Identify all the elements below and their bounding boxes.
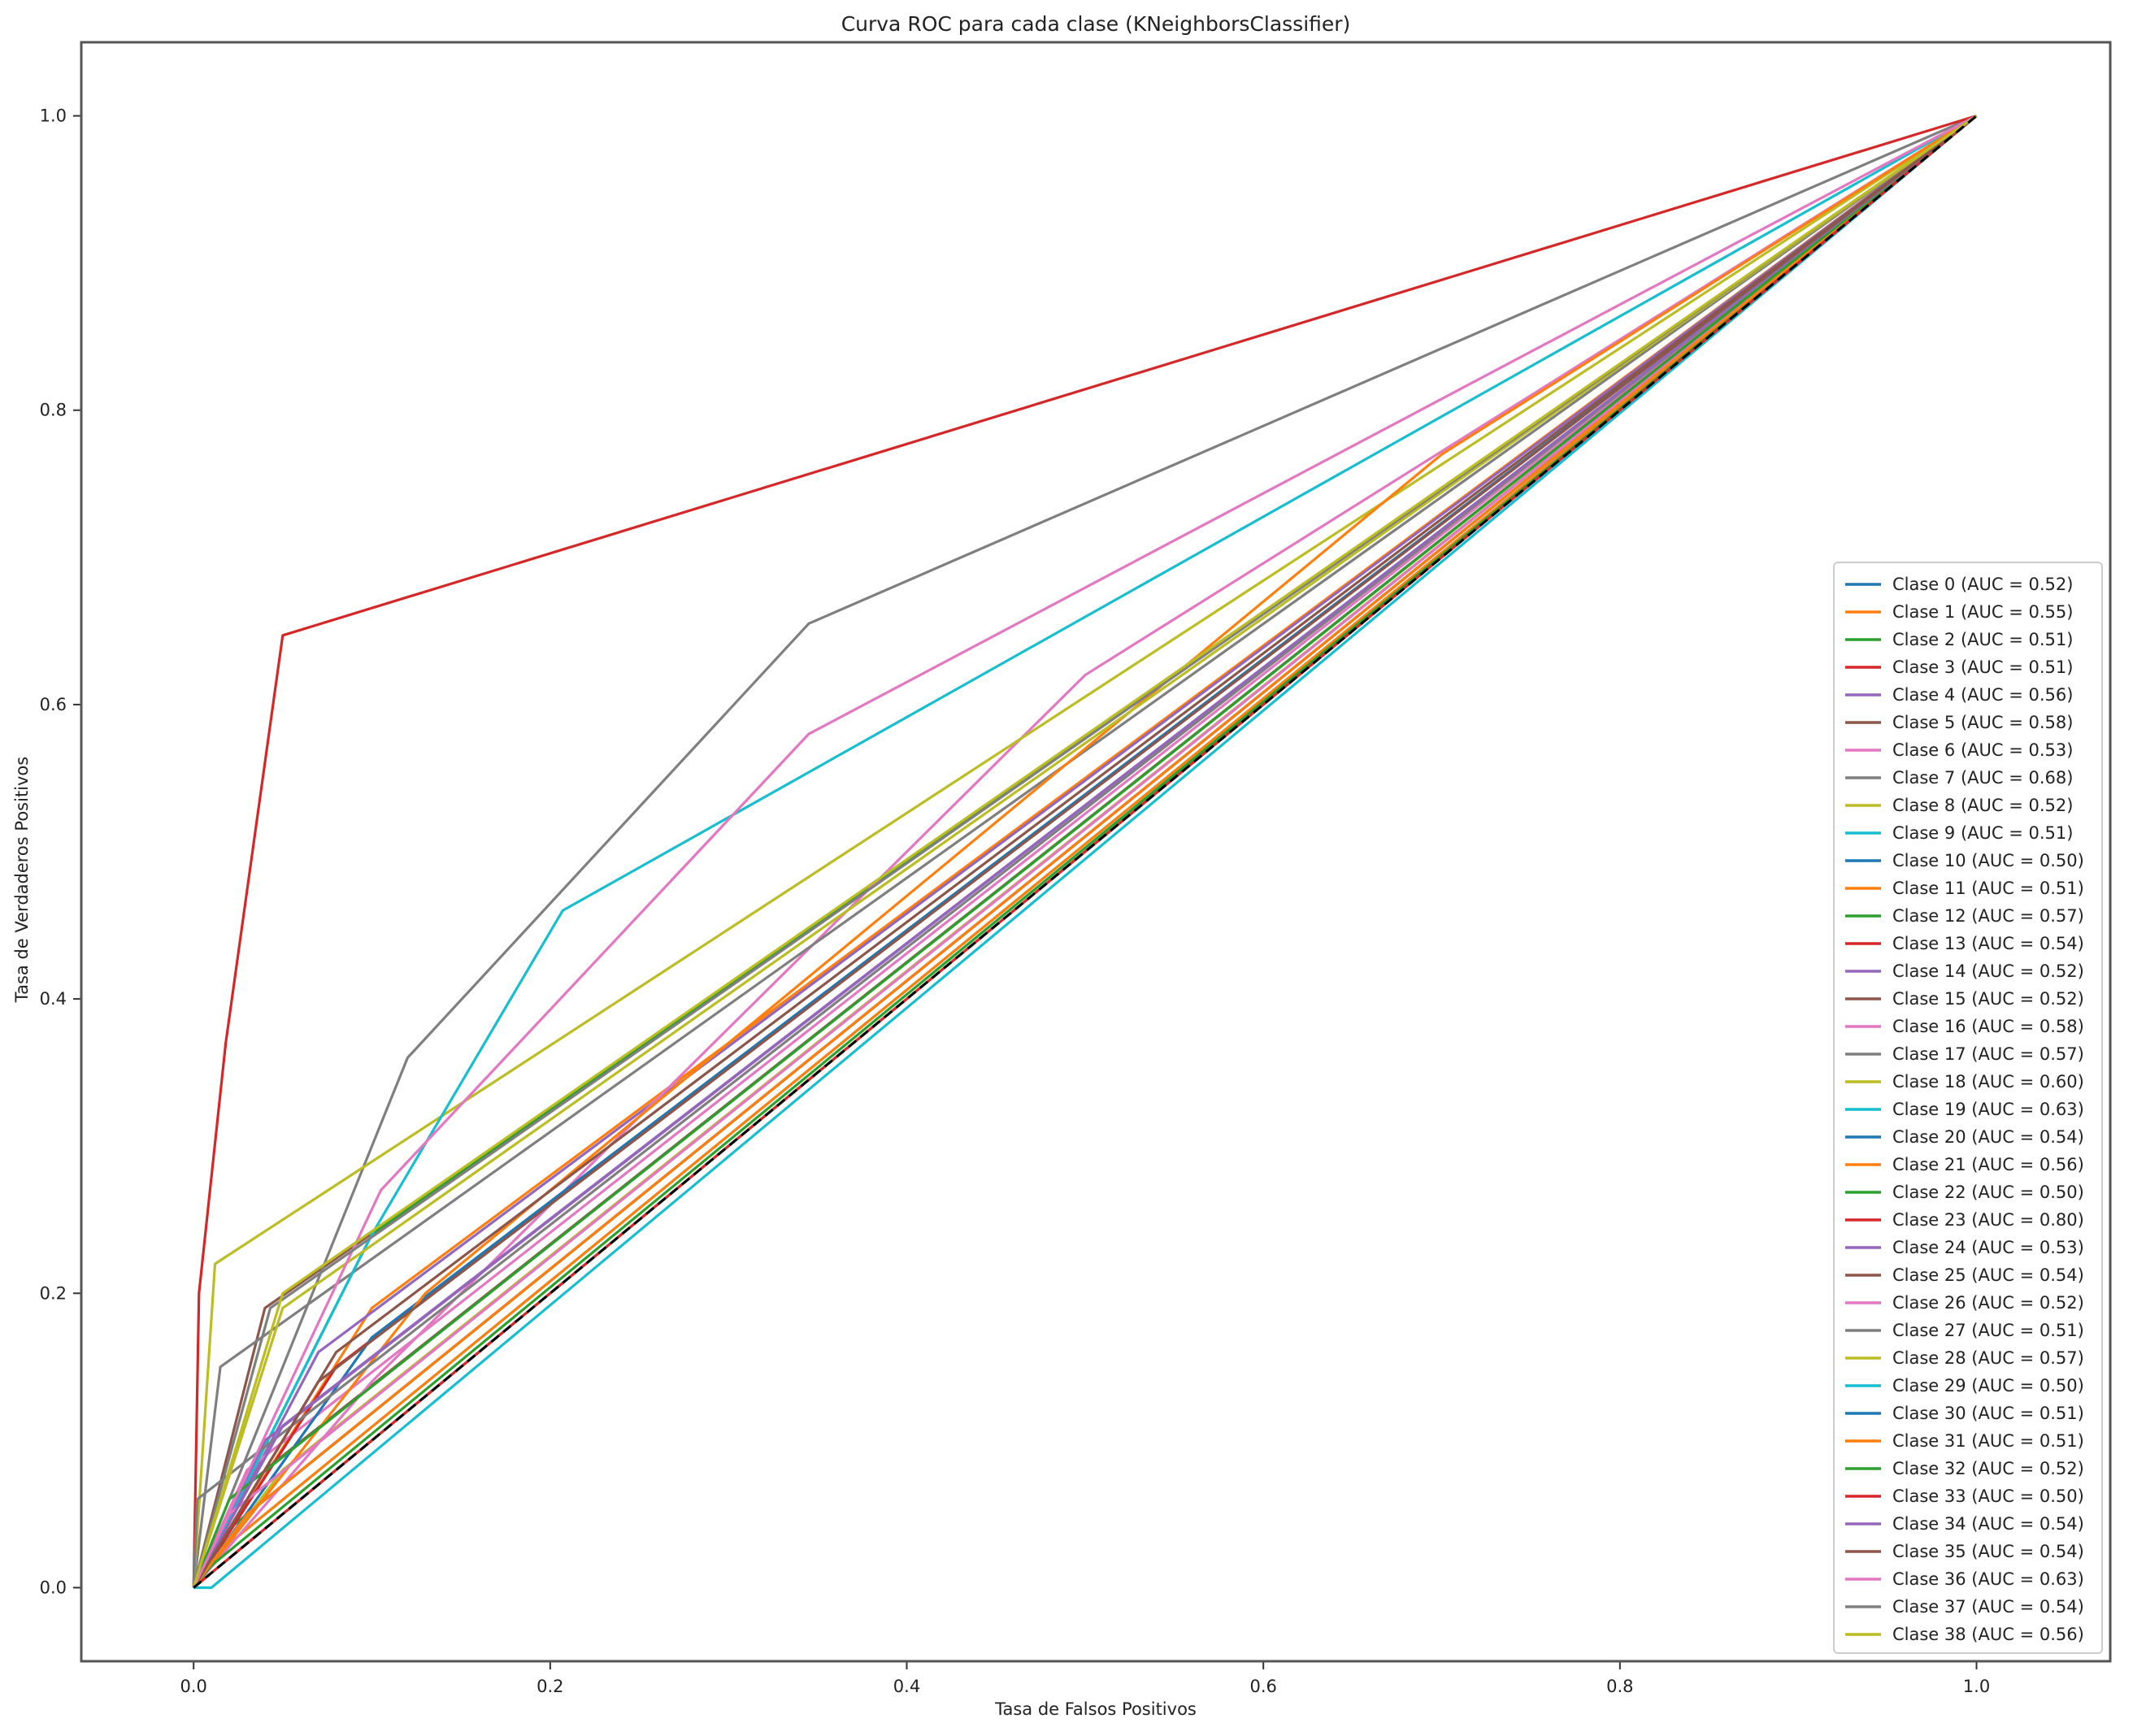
legend-label: Clase 33 (AUC = 0.50) xyxy=(1892,1486,2084,1506)
x-tick-label: 0.8 xyxy=(1606,1677,1633,1696)
legend-label: Clase 34 (AUC = 0.54) xyxy=(1892,1514,2084,1534)
roc-line-clase-29 xyxy=(193,115,1978,1590)
x-tick-label: 0.4 xyxy=(893,1677,920,1696)
x-axis-label: Tasa de Falsos Positivos xyxy=(994,1699,1197,1719)
legend-label: Clase 5 (AUC = 0.58) xyxy=(1892,713,2073,732)
legend-label: Clase 37 (AUC = 0.54) xyxy=(1892,1597,2084,1617)
legend-label: Clase 1 (AUC = 0.55) xyxy=(1892,602,2073,622)
legend-box xyxy=(1833,562,2103,1654)
roc-line-clase-17 xyxy=(192,115,1978,1588)
legend-label: Clase 16 (AUC = 0.58) xyxy=(1892,1017,2084,1036)
legend-label: Clase 6 (AUC = 0.53) xyxy=(1892,740,2073,760)
plot-frame xyxy=(80,41,2112,1663)
roc-line-clase-35 xyxy=(192,115,1978,1589)
y-tick-label: 0.4 xyxy=(40,989,67,1009)
legend-label: Clase 31 (AUC = 0.51) xyxy=(1892,1431,2084,1451)
chart-title: Curva ROC para cada clase (KNeighborsCla… xyxy=(841,12,1351,36)
y-tick-label: 0.6 xyxy=(40,695,67,714)
legend-label: Clase 27 (AUC = 0.51) xyxy=(1892,1321,2084,1340)
legend-label: Clase 26 (AUC = 0.52) xyxy=(1892,1293,2084,1313)
roc-line-clase-38 xyxy=(192,115,1978,1588)
roc-line-clase-27 xyxy=(192,115,1978,1588)
axis-ticks: 0.0 0.2 0.4 0.6 0.8 1.0 0.0 0.2 0.4 0.6 0.8 1.0 xyxy=(40,106,1991,1696)
legend-label: Clase 20 (AUC = 0.54) xyxy=(1892,1127,2084,1147)
legend-label: Clase 15 (AUC = 0.52) xyxy=(1892,989,2084,1009)
legend-label: Clase 19 (AUC = 0.63) xyxy=(1892,1100,2084,1119)
legend-label: Clase 30 (AUC = 0.51) xyxy=(1892,1404,2084,1423)
x-tick-label: 0.2 xyxy=(537,1677,563,1696)
y-tick-label: 0.0 xyxy=(40,1578,67,1597)
legend: Clase 0 (AUC = 0.52) Clase 1 (AUC = 0.55)… xyxy=(1833,562,2103,1654)
x-tick-label: 1.0 xyxy=(1963,1677,1990,1696)
legend-label: Clase 13 (AUC = 0.54) xyxy=(1892,934,2084,953)
legend-label: Clase 7 (AUC = 0.68) xyxy=(1892,768,2073,788)
roc-line-clase-37 xyxy=(192,115,1978,1588)
y-tick-label: 0.2 xyxy=(40,1283,67,1303)
legend-label: Clase 11 (AUC = 0.51) xyxy=(1892,879,2084,898)
legend-label: Clase 36 (AUC = 0.63) xyxy=(1892,1569,2084,1589)
plot-area xyxy=(192,114,1978,1590)
legend-label: Clase 32 (AUC = 0.52) xyxy=(1892,1459,2084,1478)
legend-label: Clase 17 (AUC = 0.57) xyxy=(1892,1044,2084,1064)
legend-label: Clase 35 (AUC = 0.54) xyxy=(1892,1542,2084,1561)
roc-line-clase-23 xyxy=(192,114,1977,1588)
legend-label: Clase 12 (AUC = 0.57) xyxy=(1892,906,2084,926)
y-tick-label: 1.0 xyxy=(40,106,67,126)
roc-line-clase-34 xyxy=(192,115,1978,1589)
roc-line-clase-31 xyxy=(192,115,1978,1589)
legend-label: Clase 29 (AUC = 0.50) xyxy=(1892,1376,2084,1395)
roc-line-clase-21 xyxy=(192,115,1978,1589)
legend-label: Clase 28 (AUC = 0.57) xyxy=(1892,1348,2084,1368)
y-tick-label: 0.8 xyxy=(40,401,67,420)
legend-label: Clase 25 (AUC = 0.54) xyxy=(1892,1265,2084,1285)
legend-label: Clase 24 (AUC = 0.53) xyxy=(1892,1238,2084,1257)
legend-label: Clase 4 (AUC = 0.56) xyxy=(1892,685,2073,705)
roc-line-clase-28 xyxy=(192,115,1978,1588)
legend-label: Clase 9 (AUC = 0.51) xyxy=(1892,823,2073,843)
legend-label: Clase 14 (AUC = 0.52) xyxy=(1892,961,2084,981)
legend-label: Clase 3 (AUC = 0.51) xyxy=(1892,658,2073,677)
legend-label: Clase 21 (AUC = 0.56) xyxy=(1892,1155,2084,1174)
legend-label: Clase 38 (AUC = 0.56) xyxy=(1892,1625,2084,1644)
roc-line-clase-36 xyxy=(192,115,1978,1589)
y-axis-label: Tasa de Verdaderos Positivos xyxy=(12,757,32,1003)
legend-label: Clase 10 (AUC = 0.50) xyxy=(1892,851,2084,870)
legend-label: Clase 0 (AUC = 0.52) xyxy=(1892,575,2073,594)
legend-label: Clase 23 (AUC = 0.80) xyxy=(1892,1210,2084,1230)
x-tick-label: 0.0 xyxy=(180,1677,206,1696)
x-tick-label: 0.6 xyxy=(1249,1677,1276,1696)
legend-label: Clase 22 (AUC = 0.50) xyxy=(1892,1183,2084,1202)
roc-line-clase-7 xyxy=(192,115,1978,1589)
legend-label: Clase 18 (AUC = 0.60) xyxy=(1892,1072,2084,1092)
roc-line-clase-32 xyxy=(192,115,1978,1589)
roc-line-clase-19 xyxy=(192,115,1978,1589)
legend-label: Clase 8 (AUC = 0.52) xyxy=(1892,796,2073,815)
legend-label: Clase 2 (AUC = 0.51) xyxy=(1892,630,2073,649)
